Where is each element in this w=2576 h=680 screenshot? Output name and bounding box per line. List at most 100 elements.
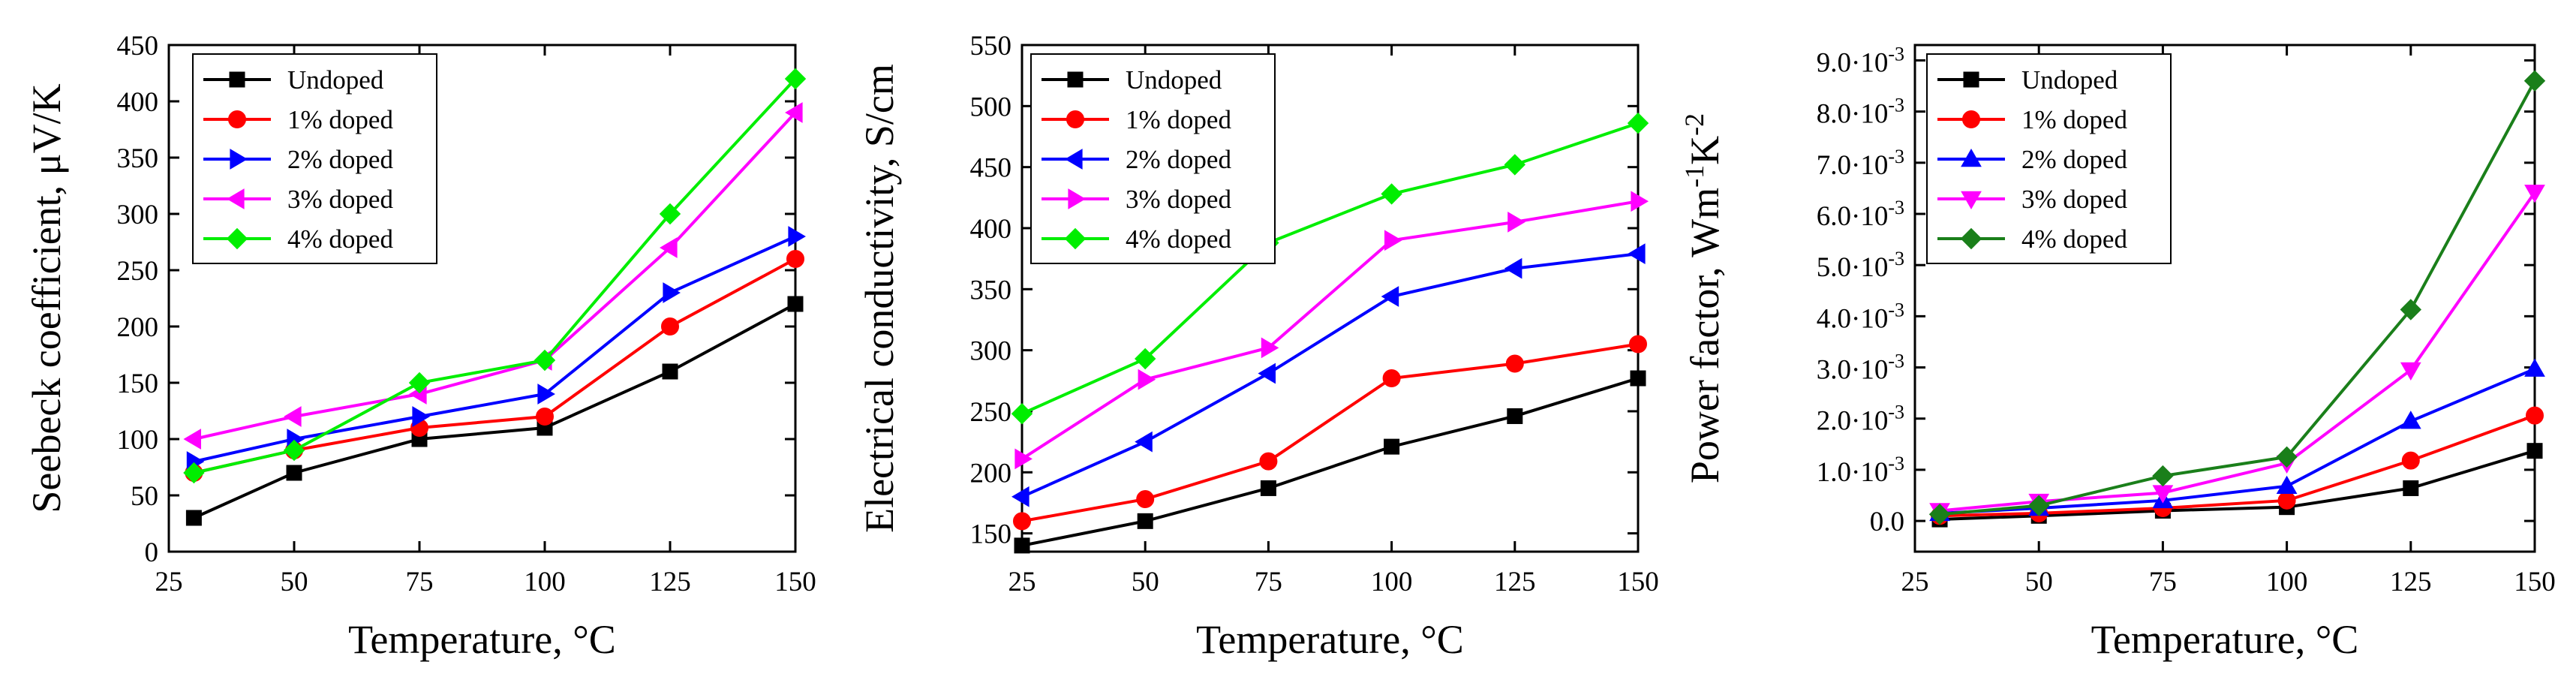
legend-label: 4% doped [1126, 224, 1231, 254]
y-axis-title: Seebeck coefficient, μV/K [24, 83, 69, 513]
y-tick-label: 450 [117, 31, 159, 62]
y-tick-label: 7.0·10-3 [1817, 146, 1904, 181]
legend-marker [226, 227, 248, 250]
series-line-3 [1939, 191, 2536, 513]
legend-label: 2% doped [1126, 145, 1231, 174]
x-tick-label: 25 [1008, 567, 1036, 597]
legend-marker [1068, 188, 1086, 209]
data-point-3-4 [1507, 211, 1525, 233]
y-tick-label: 100 [117, 425, 159, 456]
data-point-1-0 [1013, 512, 1031, 531]
series-line-3 [193, 111, 797, 441]
data-point-4-5 [2523, 70, 2546, 92]
series-line-0 [1021, 377, 1639, 547]
y-tick-label: 150 [970, 519, 1012, 550]
series-line-2 [1021, 252, 1639, 498]
data-point-0-5 [787, 296, 804, 312]
y-tick-label: 2.0·10-3 [1817, 402, 1904, 437]
x-tick-label: 75 [406, 567, 434, 597]
data-point-2-0 [1011, 486, 1029, 507]
legend-marker [230, 149, 248, 170]
legend-label: 2% doped [287, 145, 393, 174]
data-point-0-5 [2526, 443, 2543, 459]
y-tick-label: 400 [970, 214, 1012, 245]
data-point-3-5 [1631, 191, 1649, 212]
data-point-2-3 [2276, 475, 2298, 494]
legend-marker [228, 110, 246, 128]
data-point-2-1 [1135, 431, 1153, 453]
series-line-4 [193, 77, 797, 474]
y-tick-label: 500 [970, 92, 1012, 122]
data-point-0-2 [1260, 480, 1276, 496]
legend-marker [1067, 71, 1084, 88]
y-tick-label: 6.0·10-3 [1817, 197, 1904, 232]
x-tick-label: 125 [649, 567, 691, 597]
data-point-4-0 [1011, 402, 1033, 425]
series-line-1 [1939, 414, 2535, 518]
data-point-4-0 [183, 462, 205, 484]
data-point-2-4 [1504, 257, 1522, 279]
data-point-1-5 [1629, 335, 1647, 354]
x-axis-title: Temperature, °C [348, 617, 616, 662]
data-point-4-5 [1627, 112, 1649, 134]
legend-marker [1962, 110, 1980, 128]
data-point-0-4 [662, 363, 678, 380]
legend: Undoped 1% doped 2% doped 3% doped 4% doped [1030, 53, 1276, 264]
data-point-1-3 [2277, 491, 2296, 510]
y-axis-title: Electrical conductivity, S/cm [857, 64, 902, 533]
data-point-1-2 [1259, 452, 1278, 471]
data-point-4-1 [283, 439, 305, 462]
series-line-4 [1021, 122, 1639, 416]
legend: Undoped 1% doped 2% doped 3% doped 4% doped [1926, 53, 2172, 264]
data-point-4-4 [659, 203, 681, 225]
conductivity-chart: 25 50 75 100 125 150 150 200 250 300 350 400 450 500 5… [857, 31, 1659, 662]
legend-marker [1961, 148, 1982, 167]
legend-label: 1% doped [2021, 105, 2127, 134]
x-tick-label: 25 [1901, 567, 1929, 597]
y-tick-label: 0.0 [1870, 507, 1904, 537]
data-point-1-3 [1382, 369, 1401, 388]
series-line-0 [1939, 449, 2535, 522]
data-point-1-5 [2526, 406, 2544, 425]
legend-label: 4% doped [2021, 224, 2127, 254]
y-tick-label: 9.0·10-3 [1817, 43, 1904, 78]
data-point-0-4 [1507, 408, 1523, 424]
y-tick-label: 400 [117, 87, 159, 118]
data-point-2-4 [663, 282, 681, 303]
data-point-3-5 [785, 102, 803, 123]
y-tick-label: 8.0·10-3 [1817, 95, 1904, 130]
legend-label: 3% doped [287, 185, 393, 214]
y-tick-label: 250 [117, 256, 159, 287]
legend-marker [1064, 227, 1087, 250]
data-point-2-3 [1381, 286, 1399, 307]
y-tick-label: 250 [970, 397, 1012, 428]
y-tick-label: 200 [970, 458, 1012, 489]
y-tick-label: 300 [117, 200, 159, 230]
data-point-4-4 [2400, 299, 2422, 320]
data-point-1-4 [1505, 354, 1524, 373]
x-tick-label: 50 [1132, 567, 1159, 597]
data-point-4-3 [1381, 183, 1402, 205]
series-line-1 [1021, 342, 1639, 523]
x-tick-label: 125 [2390, 567, 2432, 597]
legend: Undoped 1% doped 2% doped 3% doped 4% doped [192, 53, 437, 264]
data-point-3-4 [660, 237, 678, 258]
legend-marker [1960, 227, 1982, 250]
data-point-1-3 [536, 408, 554, 426]
data-point-2-5 [788, 226, 806, 247]
legend-label: 1% doped [287, 105, 393, 134]
series-line-4 [1939, 80, 2536, 516]
legend-marker [227, 188, 245, 209]
data-point-1-1 [1136, 490, 1155, 509]
x-tick-label: 100 [524, 567, 566, 597]
data-point-0-0 [185, 510, 202, 526]
data-point-1-4 [661, 317, 679, 335]
series-line-2 [193, 235, 796, 463]
data-point-3-0 [1014, 448, 1033, 470]
data-point-1-5 [786, 250, 804, 268]
y-tick-label: 350 [117, 143, 159, 174]
data-point-2-5 [1628, 243, 1646, 265]
data-point-3-1 [1138, 369, 1156, 390]
series-line-2 [1939, 367, 2535, 515]
